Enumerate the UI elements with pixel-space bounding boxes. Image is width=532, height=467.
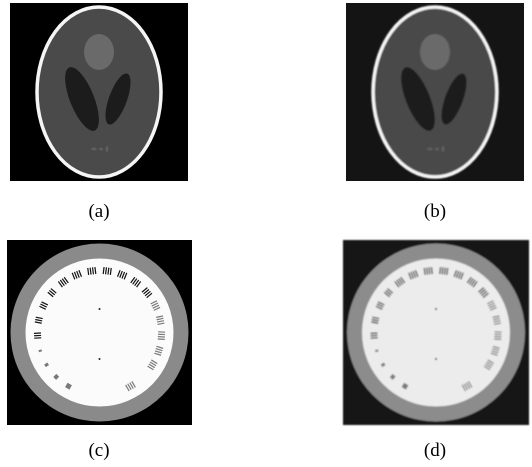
figure: (a) (b) (c) (d) — [0, 0, 532, 467]
caption: (a) — [88, 201, 109, 222]
panel-d — [343, 240, 529, 425]
panel-c — [7, 240, 192, 425]
panel-b — [346, 3, 524, 181]
bar-group — [34, 332, 41, 338]
caption: (c) — [88, 440, 109, 461]
bar-group — [370, 332, 377, 338]
caption: (d) — [424, 440, 446, 461]
caption: (b) — [424, 201, 446, 222]
panel-a — [10, 3, 188, 181]
